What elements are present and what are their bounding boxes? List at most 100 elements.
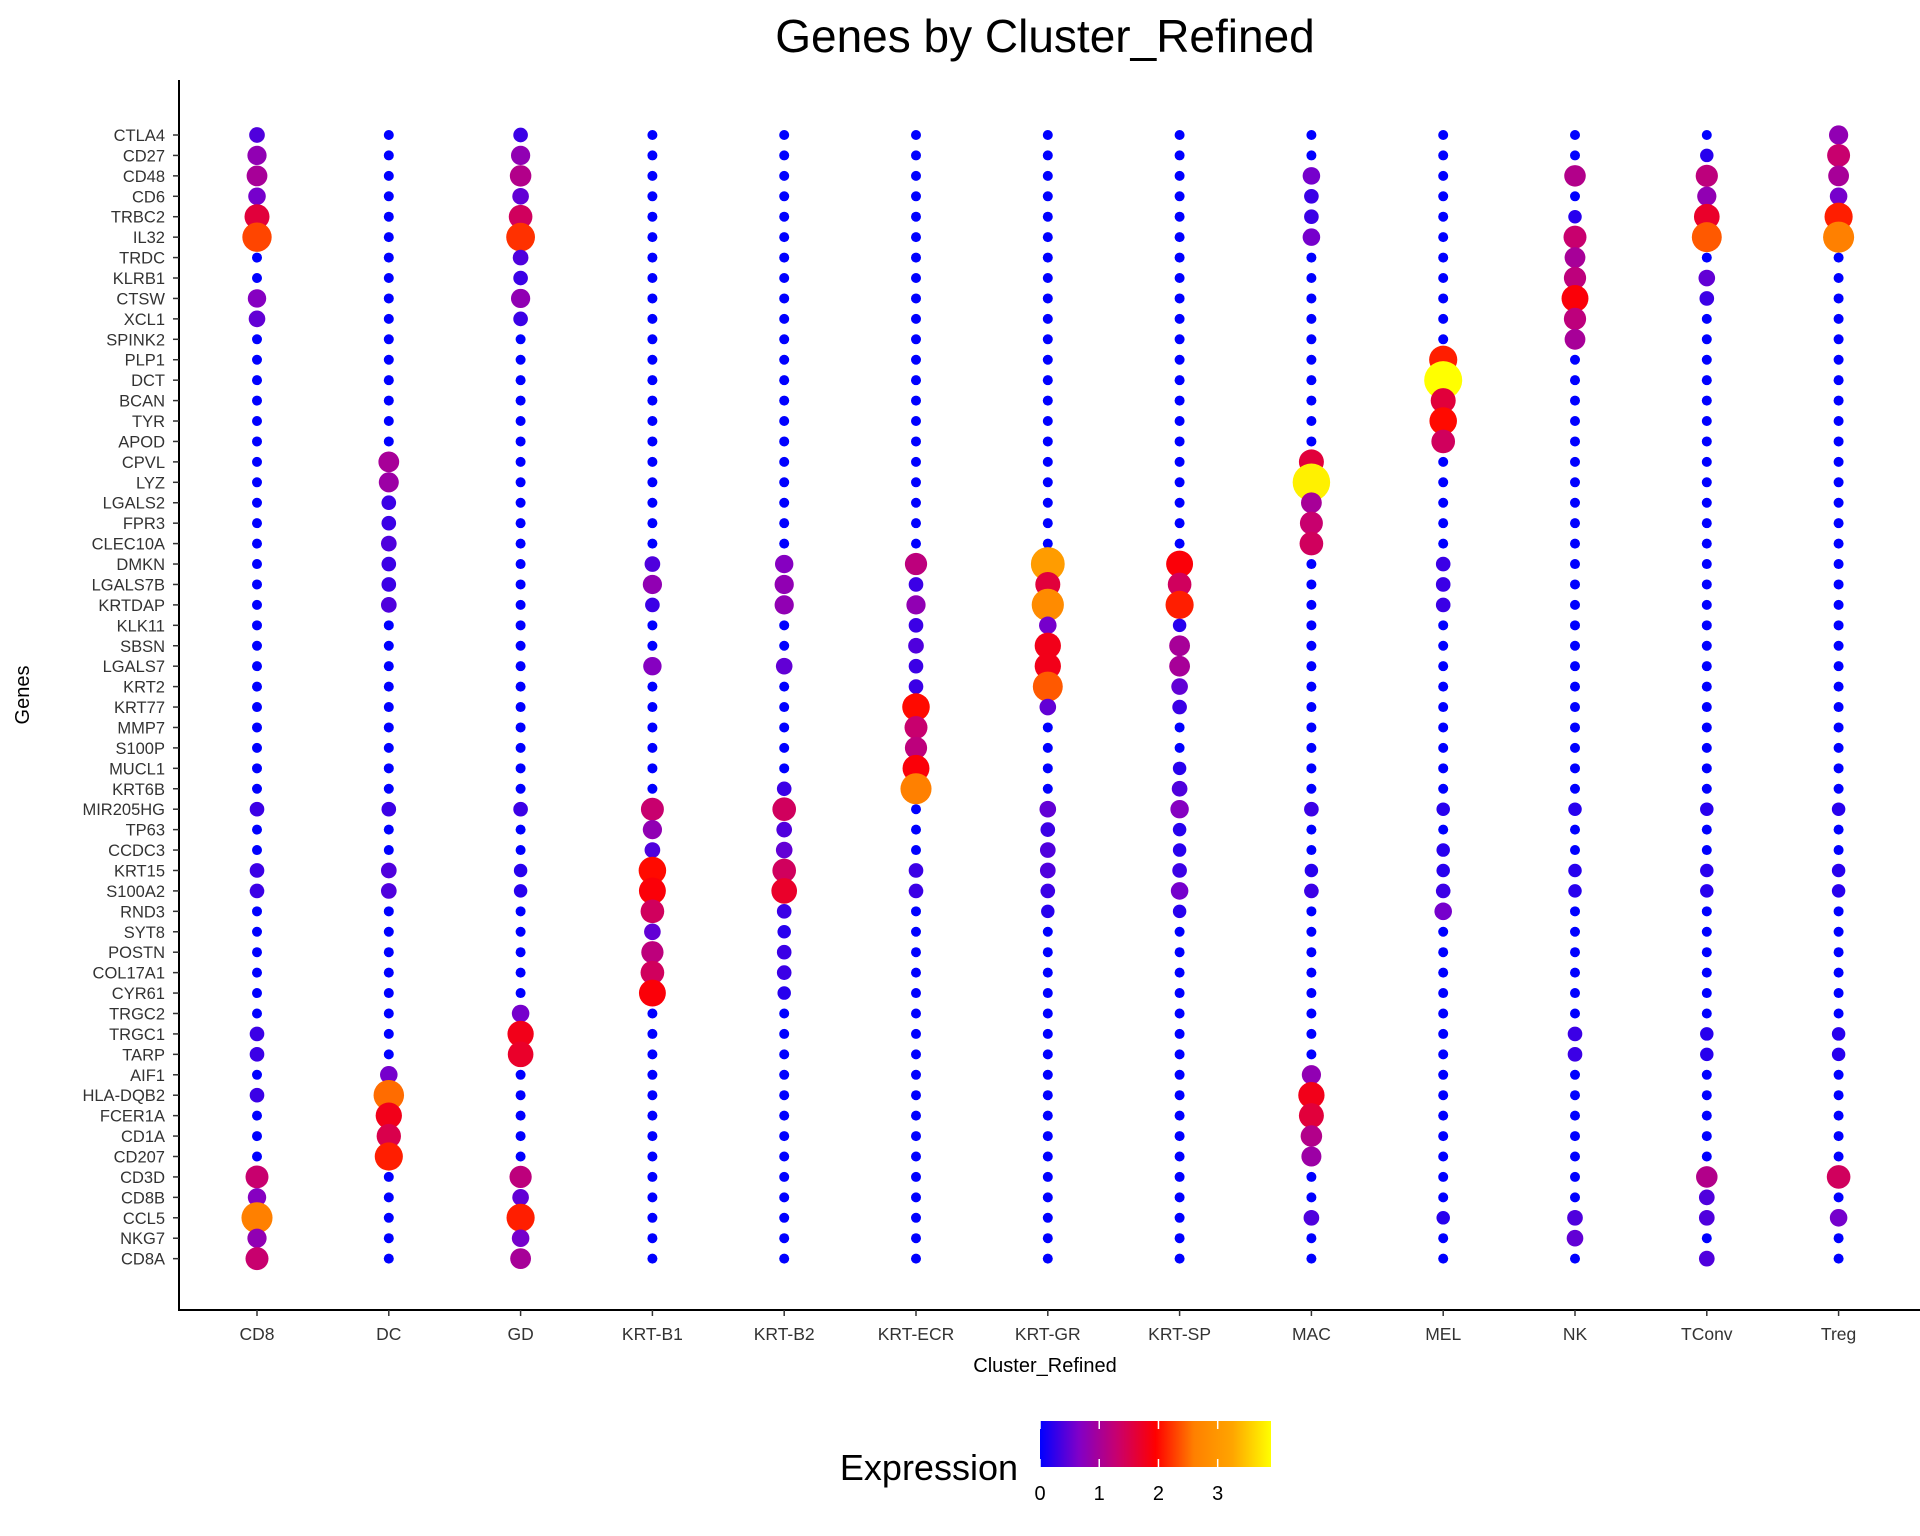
dot-cd8b-tconv [1698,1189,1715,1206]
dot-plp1-krt-sp [1174,354,1185,365]
dot-cd8a-cd8 [245,1247,269,1271]
dot-krtdap-krt-gr [1031,588,1064,621]
dot-trgc2-cd8 [252,1008,262,1019]
dot-cd6-nk [1570,191,1580,202]
dot-dmkn-mel [1435,556,1451,572]
dot-cd1a-krt-b1 [647,1131,658,1142]
dot-klrb1-gd [513,270,528,286]
dot-ctsw-cd8 [247,289,267,308]
dot-ccl5-krt-gr [1042,1212,1053,1223]
dot-plp1-krt-b2 [779,354,790,365]
cluster-label-krt-b1: KRT-B1 [622,1324,683,1344]
dot-clec10a-treg [1833,538,1844,549]
dot-tyr-krt-sp [1174,416,1185,427]
dot-cd48-krt-gr [1042,170,1053,181]
dot-krt15-tconv [1700,863,1714,878]
dot-apod-dc [383,436,394,447]
gene-label-cd48: CD48 [123,168,165,186]
gene-label-nkg7: NKG7 [120,1230,165,1248]
dot-krt2-krt-gr [1032,671,1063,702]
dot-fcer1a-tconv [1701,1110,1712,1121]
dot-dct-dc [383,375,394,386]
gene-label-trgc2: TRGC2 [109,1005,165,1023]
dot-klrb1-krt-ecr [911,273,921,284]
gene-label-aif1: AIF1 [130,1067,165,1085]
cluster-label-nk: NK [1563,1324,1588,1344]
dot-syt8-tconv [1701,926,1712,937]
dot-krt6b-mel [1438,783,1449,794]
dot-s100a2-krt-b2 [771,878,798,904]
dot-krt6b-krt-b2 [776,781,792,797]
dot-col17a1-krt-b1 [640,960,665,985]
dot-xcl1-tconv [1701,313,1712,324]
dot-hla-dqb2-mel [1438,1090,1449,1101]
dot-cd3d-mac [1306,1171,1317,1182]
dot-nkg7-cd8 [247,1228,267,1248]
dot-col17a1-cd8 [252,967,262,978]
dot-cd8a-krt-gr [1042,1253,1053,1264]
dot-ccdc3-nk [1570,845,1580,856]
dot-cd6-dc [383,191,394,202]
dot-ctsw-nk [1561,284,1589,312]
gene-label-ccdc3: CCDC3 [108,842,165,860]
dot-plp1-krt-gr [1042,354,1053,365]
dot-dmkn-mac [1306,559,1317,570]
dot-cd6-krt-gr [1042,191,1053,202]
dot-aif1-krt-ecr [911,1069,921,1080]
dot-mmp7-treg [1833,722,1844,733]
dot-bcan-krt-gr [1042,395,1053,406]
dot-krt2-krt-ecr [908,679,924,694]
dot-trdc-tconv [1701,252,1712,263]
gene-label-krt6b: KRT6B [112,781,165,799]
dot-cd1a-nk [1570,1131,1580,1142]
dot-tyr-mel [1429,407,1457,435]
dot-krtdap-mel [1435,597,1451,613]
dot-lgals7b-dc [381,577,397,592]
dot-col17a1-krt-gr [1042,967,1053,978]
dot-krt77-nk [1570,702,1580,713]
dot-plp1-mac [1306,354,1317,365]
dot-tp63-gd [515,824,526,835]
dot-cd8a-krt-ecr [911,1253,921,1264]
dot-aif1-mel [1438,1069,1449,1080]
dot-ctsw-krt-b2 [779,293,790,304]
dot-dmkn-krt-b2 [774,554,794,574]
dot-cd6-treg [1829,187,1848,206]
dot-clec10a-cd8 [252,538,262,549]
dot-rnd3-mel [1434,902,1452,921]
dot-lgals7-gd [515,661,526,672]
dot-ctsw-krt-sp [1174,293,1185,304]
dot-mir205hg-krt-ecr [911,804,921,815]
gene-label-trbc2: TRBC2 [111,209,165,227]
gene-label-lgals7b: LGALS7B [92,576,165,594]
dot-trgc1-krt-b2 [779,1028,790,1039]
dot-tarp-treg [1831,1047,1846,1062]
dot-krt2-nk [1570,681,1580,692]
dot-cd48-mac [1302,167,1321,185]
dot-sbsn-krt-gr [1034,632,1061,659]
dot-cd3d-gd [509,1165,532,1189]
dot-tp63-krt-b1 [642,820,663,840]
dot-fpr3-tconv [1701,518,1712,529]
dot-bcan-mel [1430,388,1456,414]
dot-cd207-treg [1833,1151,1844,1162]
dot-cd207-mac [1301,1146,1322,1167]
dot-ccdc3-tconv [1701,845,1712,856]
gene-label-cyr61: CYR61 [112,985,165,1003]
dot-cd8a-tconv [1698,1250,1715,1267]
dot-s100p-mac [1306,742,1317,753]
dot-krt77-mel [1438,702,1449,713]
plot-panel [178,80,1920,1311]
legend-tick-label-2: 2 [1153,1483,1164,1505]
gene-label-trdc: TRDC [119,250,165,268]
dot-postn-gd [515,947,526,958]
dot-ccdc3-gd [515,845,526,856]
gene-label-tyr: TYR [132,413,165,431]
dot-trbc2-gd [508,204,533,229]
dot-sbsn-treg [1833,640,1844,651]
gene-label-fcer1a: FCER1A [100,1108,165,1126]
gene-label-plp1: PLP1 [125,352,165,370]
dot-cd27-nk [1570,150,1580,161]
dot-dmkn-nk [1570,559,1580,570]
dot-lgals7b-gd [515,579,526,590]
